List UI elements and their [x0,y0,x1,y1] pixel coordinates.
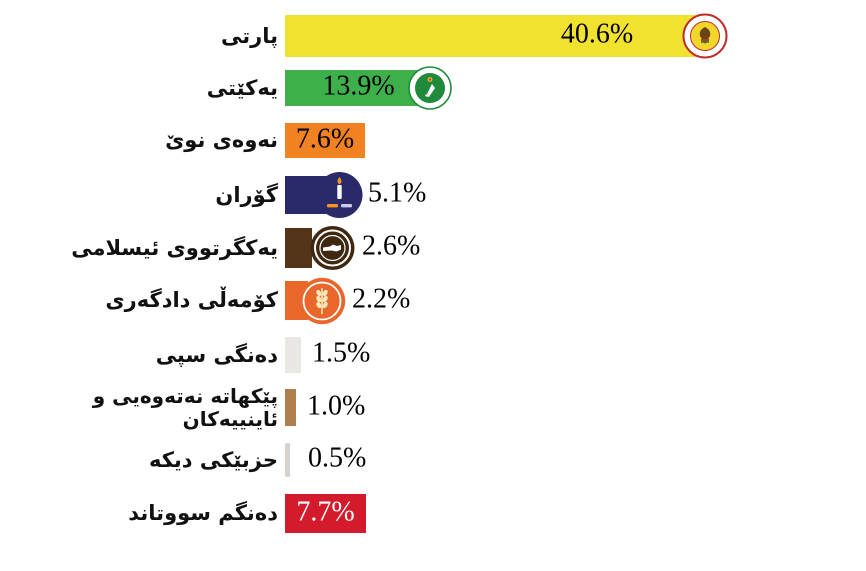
bar-area: 0.5% [285,443,866,477]
bar-area: 1.5% [285,337,866,373]
bar [285,443,290,477]
bar-area: 7.6% [285,123,866,158]
chart-row-burned-vote: دەنگم سووتاند 7.7% [0,494,866,533]
bar-area: 7.7% [285,494,866,533]
bar [285,494,366,533]
yekgirtu-logo-icon [310,226,355,271]
bar [285,228,312,268]
category-label: پێکهاتە نەتەوەیی و ئاینییەکان [92,383,278,431]
kdp-logo-icon [682,13,728,59]
chart-row-komal: کۆمەڵی دادگەری 2.2% [0,277,866,324]
chart-row-dangi-spi: دەنگی سپی 1.5% [0,337,866,373]
category-label: حزبێکی دیکە [148,447,278,472]
chart-row-yekgirtu: یەکگرتووی ئیسلامی 2.6% [0,226,866,271]
chart-row-components: پێکهاتە نەتەوەیی و ئاینییەکان 1.0% [0,384,866,430]
chart-row-nawai-nwe: نەوەی نوێ 7.6% [0,123,866,158]
bar [285,389,296,426]
chart-row-parti: پارتی 40.6% [0,13,866,59]
category-label: یەکێتی [206,75,278,100]
bar [285,70,432,106]
category-label: نەوەی نوێ [165,128,278,153]
value-label: 13.9% [322,70,395,102]
chart-row-yekiti: یەکێتی 13.9% [0,66,866,110]
value-label: 2.6% [362,230,421,262]
komal-logo-icon [298,277,346,325]
category-label: یەکگرتووی ئیسلامی [71,235,278,260]
category-label: پارتی [221,23,278,48]
chart-row-other-party: حزبێکی دیکە 0.5% [0,443,866,477]
bar-area: 1.0% [285,389,866,426]
value-label: 2.2% [352,283,411,315]
value-label: 1.5% [312,337,371,369]
bar [285,123,365,158]
category-label: گۆران [215,182,278,207]
category-label: دەنگم سووتاند [128,501,278,526]
value-label: 7.6% [295,123,355,155]
category-label: دەنگی سپی [155,342,278,367]
bar [285,337,301,373]
category-label: کۆمەڵی دادگەری [105,288,278,313]
bar-area: 13.9% [285,66,866,110]
gorran-logo-icon [316,172,363,219]
bar-area: 40.6% [285,13,866,59]
bar [285,15,713,57]
value-label: 5.1% [368,177,427,209]
value-label: 1.0% [307,390,366,422]
puk-logo-icon [408,66,452,110]
bar-area: 5.1% [285,172,866,218]
chart-row-gorran: گۆران 5.1% [0,172,866,218]
bar-area: 2.2% [285,277,866,324]
value-label: 7.7% [296,496,355,528]
value-label: 0.5% [308,442,367,474]
bar-area: 2.6% [285,226,866,271]
value-label: 40.6% [560,18,634,50]
